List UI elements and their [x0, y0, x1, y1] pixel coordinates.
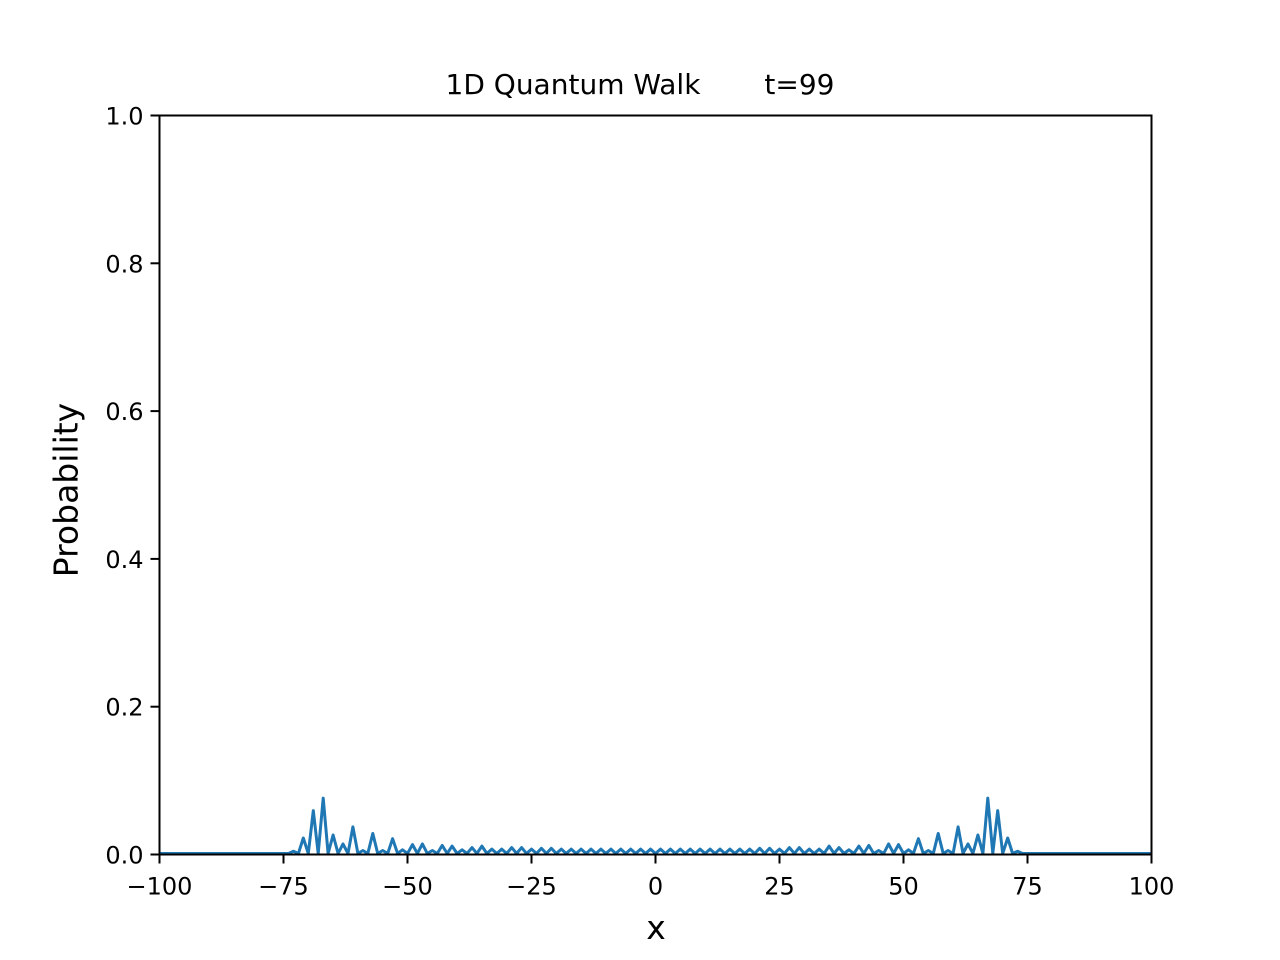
x-tick-label: 25	[764, 873, 795, 901]
title-text: 1D Quantum Walk	[445, 68, 701, 101]
y-tick-label: 0.4	[105, 546, 143, 574]
x-axis-label: x	[646, 908, 666, 947]
x-tick-label: 50	[888, 873, 919, 901]
y-tick-label: 1.0	[105, 103, 143, 131]
x-tick-label: 75	[1012, 873, 1043, 901]
axis-ticks: −100 −75 −50 −25 0 25 50 75 100 0.0 0.2 0.4 0.6 0.8 1.…	[105, 103, 1174, 901]
x-tick-label: −100	[127, 873, 193, 901]
axes-frame	[158, 114, 1153, 856]
x-tick-label: 0	[648, 873, 663, 901]
chart-title: 1D Quantum Walk t=99	[0, 68, 1280, 101]
x-tick-label: −25	[506, 873, 557, 901]
x-tick-label: 100	[1129, 873, 1175, 901]
y-tick-label: 0.0	[105, 842, 143, 870]
y-tick-label: 0.8	[105, 250, 143, 278]
y-tick-label: 0.2	[105, 694, 143, 722]
probability-line	[159, 796, 1152, 855]
x-tick-label: −75	[258, 873, 309, 901]
y-tick-label: 0.6	[105, 398, 143, 426]
x-tick-label: −50	[382, 873, 433, 901]
title-time-step: t=99	[764, 68, 835, 101]
